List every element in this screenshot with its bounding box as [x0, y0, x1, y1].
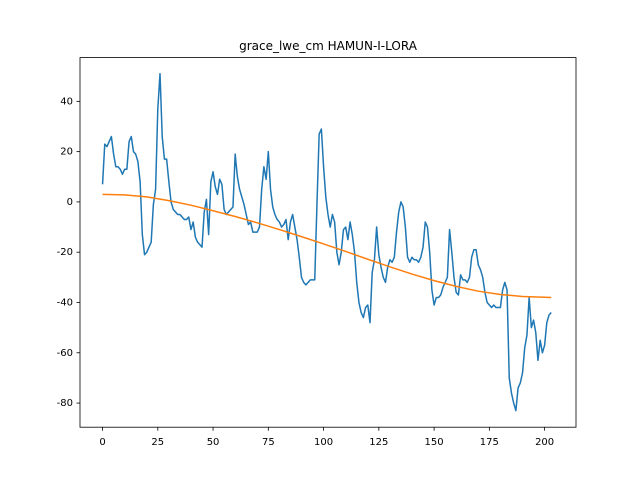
- x-tick-label: 50: [207, 437, 220, 448]
- line-series: [101, 72, 552, 412]
- y-tick-label: -80: [57, 398, 73, 409]
- y-tick-label: -40: [57, 297, 73, 308]
- y-tick-label: -60: [57, 348, 73, 359]
- line-series: [102, 193, 552, 299]
- x-tick-label: 175: [480, 437, 499, 448]
- y-tick-label: -20: [57, 247, 73, 258]
- x-tick-label: 100: [314, 437, 333, 448]
- x-tick-label: 0: [99, 437, 105, 448]
- chart-title: grace_lwe_cm HAMUN-I-LORA: [239, 39, 418, 53]
- x-tick-label: 125: [369, 437, 388, 448]
- x-tick-label: 150: [425, 437, 444, 448]
- y-tick-label: 40: [60, 96, 73, 107]
- y-tick-label: 20: [60, 147, 73, 158]
- x-tick-label: 200: [535, 437, 554, 448]
- x-tick-label: 25: [151, 437, 164, 448]
- axes-frame: [79, 57, 577, 428]
- y-tick-label: 0: [67, 197, 73, 208]
- x-tick-label: 75: [262, 437, 275, 448]
